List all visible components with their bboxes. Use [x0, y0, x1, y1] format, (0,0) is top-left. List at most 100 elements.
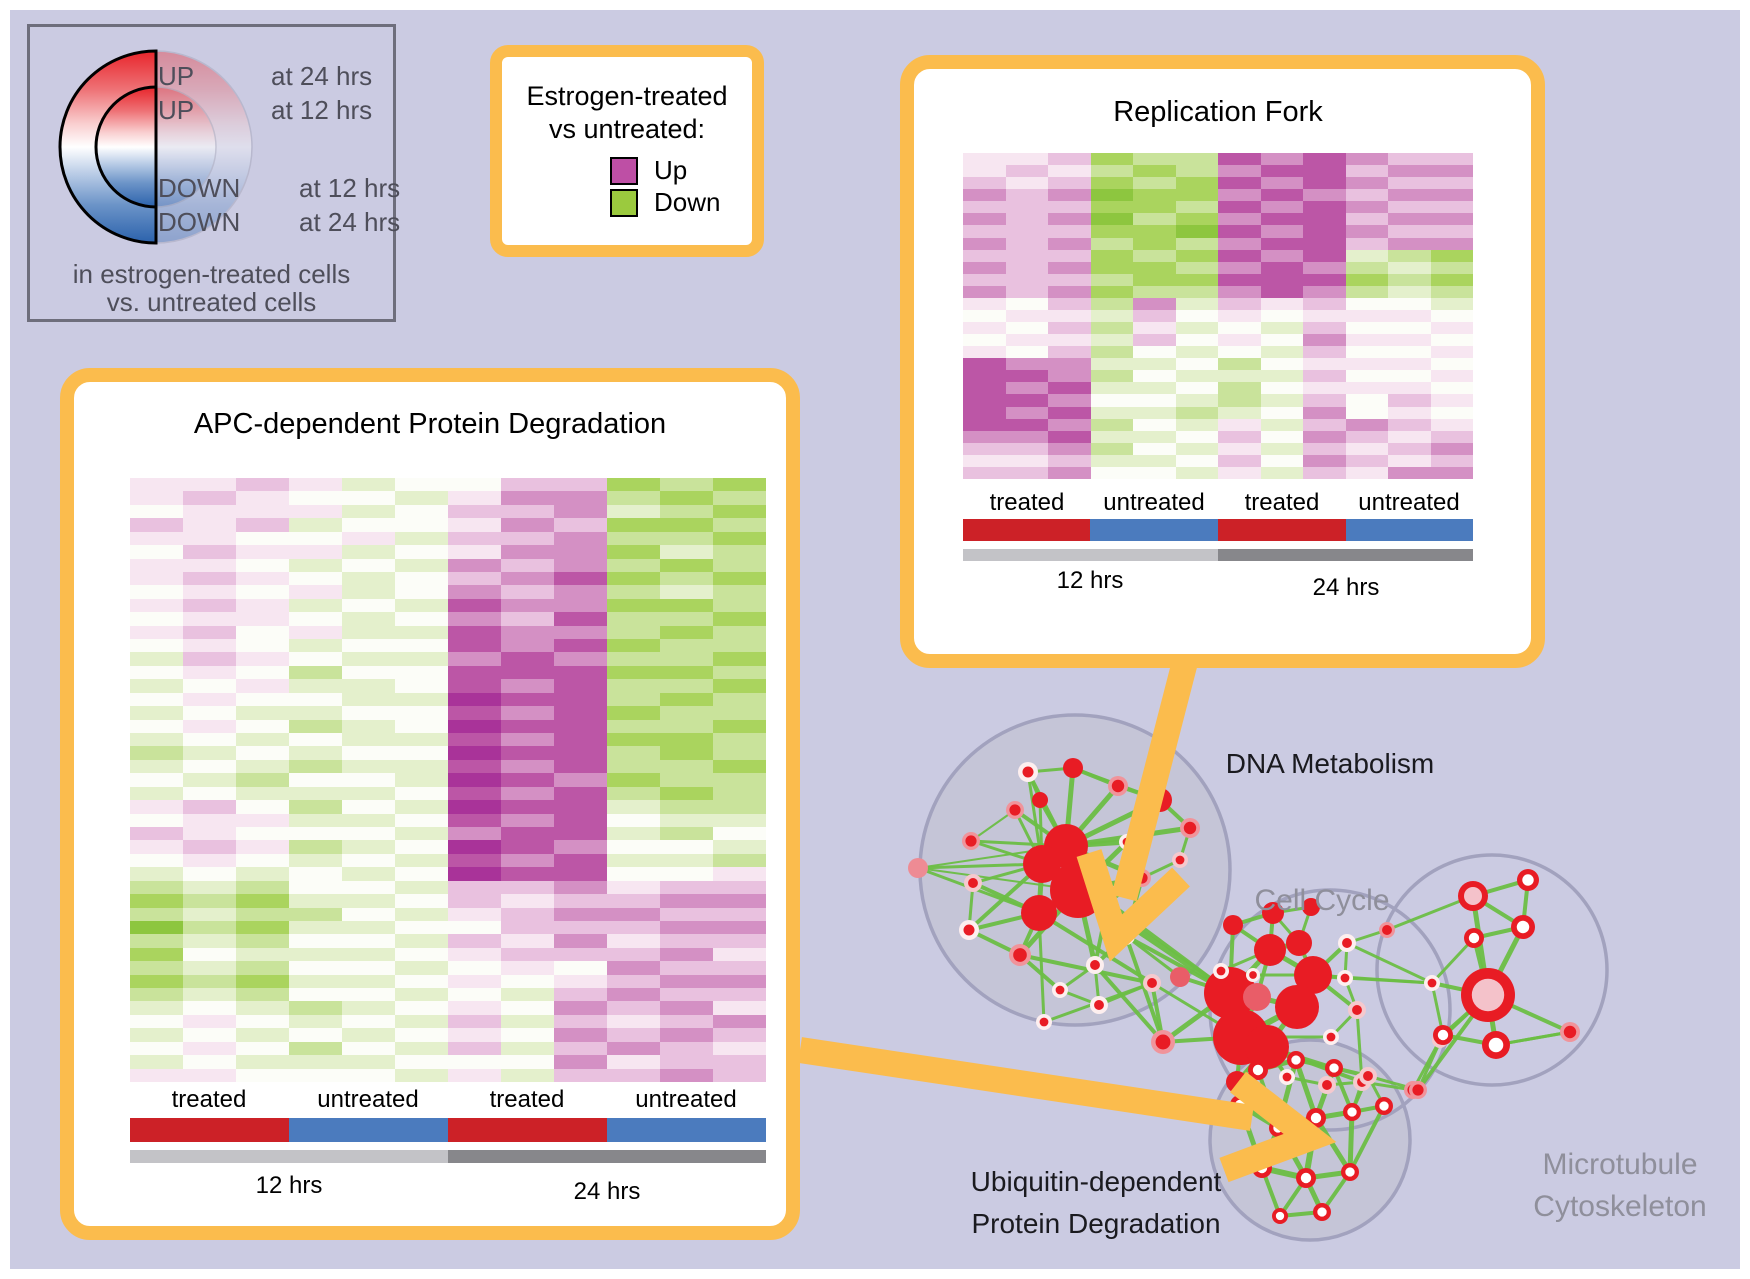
heatmap-cell: [183, 625, 236, 640]
heatmap-cell: [1218, 201, 1261, 214]
heatmap-cell: [183, 558, 236, 572]
network-edge: [1019, 953, 1153, 985]
heatmap-cell: [342, 826, 395, 841]
heatmap-cell: [130, 853, 183, 868]
heatmap-cell: [289, 612, 342, 626]
heatmap-cell: [289, 665, 342, 680]
heatmap-cell: [1048, 346, 1091, 359]
heatmap-cell: [1388, 466, 1431, 479]
network-edge: [1124, 935, 1165, 1043]
heatmap-cell: [501, 719, 554, 734]
network-node-core: [1563, 1025, 1577, 1039]
heatmap-cell: [1388, 370, 1431, 383]
heatmap-cell: [607, 894, 660, 908]
heatmap-cell: [1133, 454, 1176, 467]
heatmap-cell: [1345, 297, 1388, 310]
heatmap-cell: [1260, 201, 1303, 214]
heatmap-cell: [963, 430, 1006, 443]
heatmap-cell: [1090, 297, 1133, 310]
heatmap-cell: [713, 907, 766, 921]
heatmap-cell: [395, 920, 448, 935]
heatmap-cell: [289, 679, 342, 693]
heatmap-cell: [130, 746, 183, 760]
heatmap-cell: [289, 692, 342, 707]
heatmap-cell: [501, 652, 554, 666]
heatmap-cell: [183, 746, 236, 760]
heatmap-cell: [607, 786, 660, 801]
heatmap-cell: [236, 719, 289, 734]
heatmap-cell: [1090, 418, 1133, 431]
heatmap-cell: [342, 1041, 395, 1056]
heatmap-cell: [1303, 165, 1346, 178]
heatmap-cell: [1048, 225, 1091, 238]
heatmap-cell: [1175, 370, 1218, 383]
heatmap-cell: [1430, 297, 1473, 310]
heatmap-cell: [1005, 322, 1048, 335]
heatmap-cell: [554, 1068, 607, 1082]
heatmap-cell: [395, 826, 448, 841]
heatmap-cell: [289, 880, 342, 895]
heatmap-cell: [183, 531, 236, 546]
heatmap-cell: [130, 1041, 183, 1056]
heatmap-cell: [183, 679, 236, 693]
heatmap-cell: [1005, 285, 1048, 298]
heatmap-cell: [607, 974, 660, 989]
heatmap-cell: [1090, 153, 1133, 166]
heatmap-cell: [289, 853, 342, 868]
heatmap-cell: [236, 1014, 289, 1029]
updown-row-time-1: at 12 hrs: [271, 95, 373, 125]
heatmap-cell: [342, 598, 395, 613]
heatmap-cell: [395, 733, 448, 747]
heatmap-cell: [1430, 466, 1473, 479]
heatmap-cell: [713, 706, 766, 720]
heatmap-cell: [1345, 322, 1388, 335]
heatmap-cell: [236, 625, 289, 640]
network-node-core: [1340, 973, 1350, 983]
heatmap-cell: [554, 625, 607, 640]
arrow-apc-to-ubiquitin: [798, 1037, 1337, 1183]
heatmap-cell: [342, 558, 395, 572]
heatmap-cell: [660, 692, 713, 707]
heatmap-cell: [1303, 189, 1346, 202]
cluster-label-3: Cytoskeleton: [1533, 1190, 1707, 1223]
heatmap-cell: [130, 813, 183, 827]
cluster-circle-microtubule-cytoskeleton: [1375, 853, 1609, 1087]
network-node-core: [1326, 1032, 1336, 1042]
heatmap-cell: [1175, 466, 1218, 479]
heatmap-cell: [554, 853, 607, 868]
heatmap-cell: [236, 813, 289, 827]
heatmap-cell: [289, 894, 342, 908]
updown-row-time-0: at 24 hrs: [271, 61, 373, 91]
heatmap-cell: [448, 545, 501, 559]
network-edge: [1430, 936, 1476, 985]
heatmap-cell: [501, 773, 554, 787]
heatmap-cell: [1345, 406, 1388, 419]
heatmap-cell: [554, 894, 607, 908]
heatmap-cell: [130, 988, 183, 1002]
heatmap-cell: [289, 920, 342, 935]
heatmap-cell: [1005, 418, 1048, 431]
heatmap-cell: [554, 934, 607, 948]
heatmap-cell: [1303, 466, 1346, 479]
heatmap-cell: [1005, 370, 1048, 383]
heatmap-cell: [660, 625, 713, 640]
updown-row-time-2: at 12 hrs: [299, 173, 401, 203]
heatmap-cell: [342, 974, 395, 989]
heatmap-cell: [130, 826, 183, 841]
heatmap-cell: [1430, 165, 1473, 178]
heatmap-cell: [1260, 261, 1303, 274]
heatmap-cell: [342, 880, 395, 895]
heatmap-cell: [130, 1055, 183, 1069]
heatmap-cell: [289, 746, 342, 760]
heatmap-cell: [501, 612, 554, 626]
heatmap-cell: [289, 934, 342, 948]
network-edge: [1293, 1059, 1319, 1119]
heatmap-cell: [130, 867, 183, 881]
heatmap-cell: [395, 961, 448, 975]
heatmap-cell: [1133, 273, 1176, 286]
rf-group-label-0: treated: [989, 489, 1065, 516]
heatmap-cell: [130, 800, 183, 814]
heatmap-cell: [963, 454, 1006, 467]
heatmap-cell: [1048, 189, 1091, 202]
heatmap-cell: [501, 518, 554, 532]
